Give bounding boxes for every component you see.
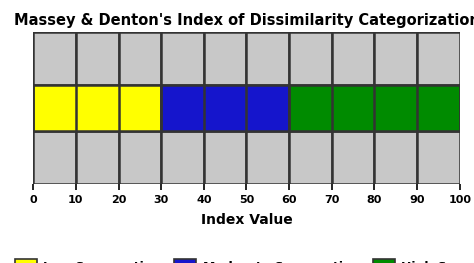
Bar <box>118 131 161 184</box>
Bar <box>33 85 161 131</box>
Bar <box>289 85 460 131</box>
Bar <box>246 32 289 85</box>
Bar <box>374 32 417 85</box>
Bar <box>332 131 374 184</box>
Bar <box>118 32 161 85</box>
Bar <box>161 32 204 85</box>
Title: Massey & Denton's Index of Dissimilarity Categorization: Massey & Denton's Index of Dissimilarity… <box>14 13 474 28</box>
Bar <box>33 131 76 184</box>
Bar <box>289 32 332 85</box>
Bar <box>161 131 204 184</box>
X-axis label: Index Value: Index Value <box>201 213 292 227</box>
Bar <box>246 131 289 184</box>
Bar <box>332 32 374 85</box>
Bar <box>374 131 417 184</box>
Bar <box>33 32 76 85</box>
Bar <box>76 32 118 85</box>
Bar <box>417 131 460 184</box>
Legend: Low Segregation, Moderate Segregation, High Segregation: Low Segregation, Moderate Segregation, H… <box>9 254 474 263</box>
Bar <box>204 32 246 85</box>
Bar <box>161 85 289 131</box>
Bar <box>76 131 118 184</box>
Bar <box>289 131 332 184</box>
Bar <box>417 32 460 85</box>
Bar <box>204 131 246 184</box>
